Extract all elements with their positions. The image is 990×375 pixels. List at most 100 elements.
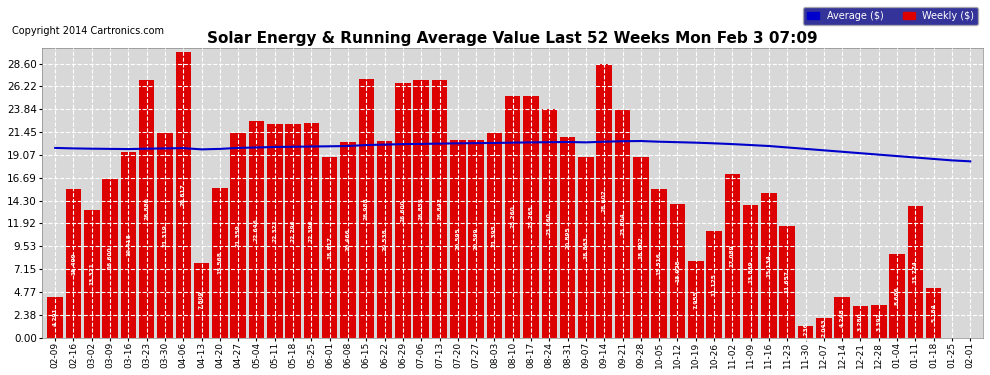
Bar: [633, 158, 648, 338]
Text: 4.291: 4.291: [52, 308, 57, 326]
Text: 15.499: 15.499: [71, 252, 76, 275]
Bar: [688, 261, 704, 338]
Text: 23.860: 23.860: [546, 212, 551, 235]
Text: 26.880: 26.880: [145, 198, 149, 220]
Bar: [669, 204, 685, 338]
Bar: [926, 288, 941, 338]
Bar: [798, 326, 814, 338]
Bar: [267, 124, 282, 338]
Text: 13.925: 13.925: [675, 260, 680, 282]
Bar: [121, 152, 137, 338]
Text: Copyright 2014 Cartronics.com: Copyright 2014 Cartronics.com: [12, 26, 164, 36]
Text: 15.516: 15.516: [656, 252, 661, 275]
Bar: [706, 231, 722, 338]
Bar: [157, 134, 173, 338]
Bar: [84, 210, 100, 338]
Bar: [432, 81, 447, 338]
Text: 21.395: 21.395: [492, 224, 497, 246]
Text: 28.602: 28.602: [602, 189, 607, 212]
Text: 18.802: 18.802: [639, 236, 644, 259]
Bar: [871, 305, 886, 338]
Text: 26.842: 26.842: [437, 198, 442, 220]
Bar: [524, 96, 539, 338]
Text: 7.809: 7.809: [199, 291, 204, 309]
Text: 26.988: 26.988: [363, 197, 369, 220]
Bar: [542, 109, 557, 338]
Bar: [725, 174, 741, 338]
Text: 22.396: 22.396: [309, 219, 314, 242]
Text: 19.418: 19.418: [126, 233, 131, 256]
Bar: [487, 133, 502, 338]
Text: 13.321: 13.321: [89, 262, 94, 285]
Text: 22.321: 22.321: [272, 219, 277, 242]
Text: 20.595: 20.595: [455, 228, 460, 250]
Legend: Average ($), Weekly ($): Average ($), Weekly ($): [803, 7, 978, 25]
Bar: [450, 140, 465, 338]
Text: 22.296: 22.296: [291, 219, 296, 242]
Text: 7.955: 7.955: [693, 290, 698, 309]
Text: 18.817: 18.817: [328, 236, 333, 259]
Bar: [908, 206, 923, 338]
Text: 29.817: 29.817: [181, 183, 186, 206]
Bar: [304, 123, 319, 338]
Text: 25.265: 25.265: [529, 205, 534, 228]
Text: 25.260: 25.260: [510, 205, 515, 228]
Text: 16.600: 16.600: [108, 247, 113, 269]
Bar: [889, 254, 905, 338]
Bar: [742, 205, 758, 338]
Text: 13.774: 13.774: [913, 260, 918, 283]
Text: 15.568: 15.568: [218, 252, 223, 274]
Text: 5.184: 5.184: [932, 303, 937, 322]
Text: 15.134: 15.134: [766, 254, 771, 277]
Text: 17.089: 17.089: [730, 244, 735, 267]
Bar: [414, 80, 429, 338]
Text: 1.236: 1.236: [803, 322, 808, 341]
Bar: [395, 83, 411, 338]
Bar: [102, 178, 118, 338]
Bar: [194, 263, 209, 338]
Text: 26.855: 26.855: [419, 198, 424, 220]
Bar: [248, 121, 264, 338]
Text: 13.839: 13.839: [748, 260, 753, 283]
Text: 22.646: 22.646: [254, 218, 259, 241]
Bar: [285, 124, 301, 338]
Bar: [761, 193, 777, 338]
Bar: [139, 80, 154, 338]
Bar: [212, 189, 228, 338]
Bar: [852, 306, 868, 338]
Bar: [175, 52, 191, 338]
Text: 3.392: 3.392: [876, 312, 881, 331]
Text: 18.883: 18.883: [583, 236, 588, 259]
Bar: [358, 79, 374, 338]
Text: 3.280: 3.280: [858, 313, 863, 331]
Bar: [816, 318, 832, 338]
Text: 26.600: 26.600: [400, 199, 406, 222]
Text: 8.686: 8.686: [895, 286, 900, 305]
Text: 20.466: 20.466: [346, 228, 350, 251]
Bar: [341, 141, 355, 338]
Text: 21.359: 21.359: [236, 224, 241, 247]
Bar: [779, 226, 795, 338]
Text: 11.657: 11.657: [785, 270, 790, 293]
Text: 11.125: 11.125: [712, 273, 717, 296]
Bar: [578, 157, 594, 338]
Text: 20.599: 20.599: [473, 228, 478, 250]
Text: 21.319: 21.319: [162, 224, 167, 247]
Bar: [651, 189, 667, 338]
Bar: [615, 110, 631, 338]
Text: 2.043: 2.043: [822, 318, 827, 337]
Bar: [559, 137, 575, 338]
Bar: [322, 158, 338, 338]
Bar: [377, 141, 392, 338]
Text: 20.538: 20.538: [382, 228, 387, 251]
Bar: [231, 133, 246, 338]
Bar: [596, 64, 612, 338]
Bar: [65, 189, 81, 338]
Bar: [48, 297, 63, 338]
Text: 20.895: 20.895: [565, 226, 570, 249]
Bar: [835, 297, 849, 338]
Bar: [468, 140, 484, 338]
Title: Solar Energy & Running Average Value Last 52 Weeks Mon Feb 3 07:09: Solar Energy & Running Average Value Las…: [207, 31, 818, 46]
Text: 23.804: 23.804: [620, 212, 625, 235]
Text: 4.248: 4.248: [840, 308, 844, 327]
